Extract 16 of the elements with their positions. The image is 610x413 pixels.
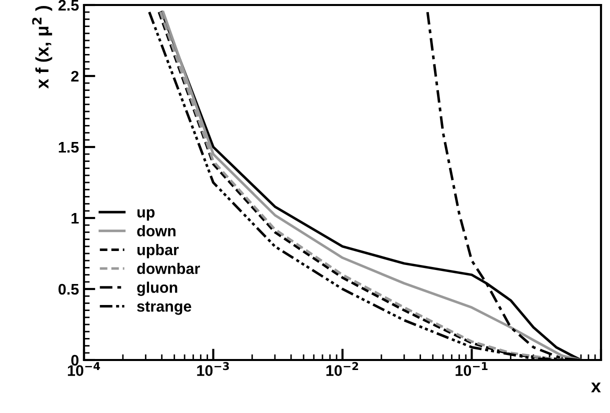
legend-label: gluon <box>137 282 178 296</box>
legend-label: up <box>137 209 155 221</box>
x-axis-title: x <box>591 382 601 392</box>
x-tick-label: 10$^{−3}$ <box>197 362 229 376</box>
legend-label: down <box>137 225 176 236</box>
legend-label: downbar <box>137 262 200 274</box>
legend-label: upbar <box>137 244 179 258</box>
legend-label: strange <box>137 302 192 315</box>
y-tick-label: 2.5 <box>58 0 79 11</box>
y-axis-title: x f (x, μ$^{2}$ ) <box>32 6 52 89</box>
y-tick-label: 0.5 <box>58 284 79 295</box>
x-tick-label: 10$^{−2}$ <box>326 362 358 376</box>
y-tick-label: 1 <box>72 213 79 224</box>
x-tick-label: 10$^{−1}$ <box>456 362 488 376</box>
y-tick-label: 2 <box>71 70 79 82</box>
y-tick-label: 1.5 <box>58 142 79 153</box>
